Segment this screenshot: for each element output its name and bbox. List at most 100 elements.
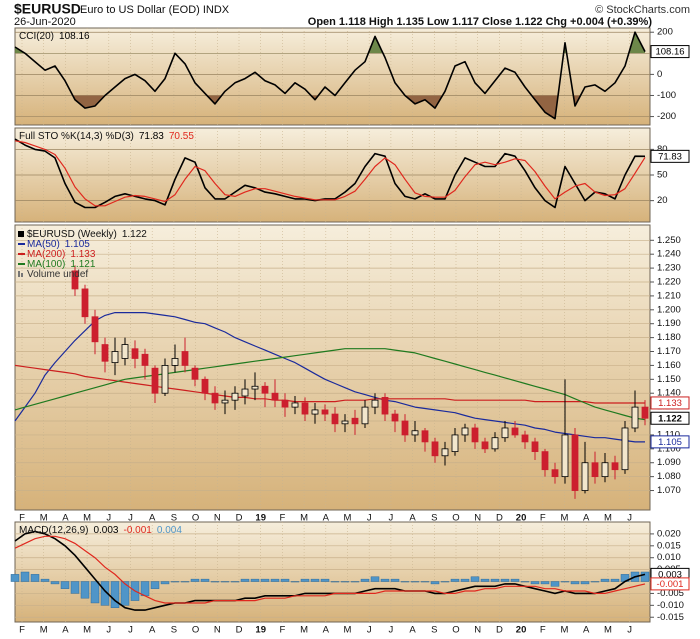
legend-text: $EURUSD (Weekly) xyxy=(27,229,117,240)
legend-text: 0.003 xyxy=(93,525,118,536)
date: 26-Jun-2020 xyxy=(14,16,76,28)
value-box-label: 1.105 xyxy=(658,437,682,448)
histogram-bar xyxy=(260,578,270,582)
histogram-bar xyxy=(480,578,490,582)
legend: MA(100) 1.121 xyxy=(27,259,96,270)
x-tick-label: N xyxy=(214,513,221,524)
candle-body xyxy=(121,344,129,359)
x-tick-label: F xyxy=(540,513,546,524)
x-tick-label: F xyxy=(19,625,25,636)
quote: Open 1.118 High 1.135 Low 1.117 Close 1.… xyxy=(308,16,653,28)
histogram-bar xyxy=(590,581,600,583)
line-series xyxy=(14,140,646,207)
candle-body xyxy=(571,434,579,491)
candle-body xyxy=(621,427,629,471)
x-tick-label: J xyxy=(389,513,394,524)
histogram-bar xyxy=(100,581,110,606)
histogram-bar xyxy=(310,578,320,582)
histogram-bar xyxy=(240,578,250,582)
value-box-label: 71.83 xyxy=(658,151,682,162)
x-tick-label: J xyxy=(106,625,111,636)
x-tick-label: N xyxy=(214,625,221,636)
x-tick-label: S xyxy=(171,513,177,524)
line-series xyxy=(14,31,646,120)
legend-text: 70.55 xyxy=(169,131,194,142)
histogram-bar xyxy=(540,581,550,585)
x-tick-label: F xyxy=(540,625,546,636)
x-tick-label: S xyxy=(171,625,177,636)
symbol: $EURUSD xyxy=(14,1,81,17)
candle-body xyxy=(461,427,469,436)
line-series xyxy=(14,138,646,209)
x-tick-label: A xyxy=(62,625,69,636)
candle-body xyxy=(191,367,199,380)
x-tick-label: O xyxy=(452,513,459,524)
candle-body xyxy=(361,406,369,425)
line-series xyxy=(14,530,646,611)
y-tick-label: 1.200 xyxy=(657,304,681,315)
x-tick-label: M xyxy=(604,625,612,636)
legend-text: MA(200) xyxy=(27,249,65,260)
y-tick-label: 1.100 xyxy=(657,443,681,454)
candle-body xyxy=(151,367,159,394)
candle-body xyxy=(91,316,99,343)
histogram-bar xyxy=(80,581,90,599)
y-tick-label: 0.015 xyxy=(657,540,681,551)
histogram-bar xyxy=(140,581,150,597)
y-tick-label: 1.220 xyxy=(657,277,681,288)
histogram-bar xyxy=(440,581,450,583)
candle-body xyxy=(291,402,299,408)
candle-body xyxy=(111,351,119,364)
candle-body xyxy=(511,427,519,436)
candle-body xyxy=(381,396,389,415)
x-tick-label: M xyxy=(83,625,91,636)
candle-body xyxy=(301,402,309,415)
candle-body xyxy=(271,392,279,401)
histogram-bar xyxy=(20,571,30,582)
candle-body xyxy=(241,388,249,397)
x-tick-label: M xyxy=(83,513,91,524)
x-tick-label: J xyxy=(128,513,133,524)
x-tick-label: F xyxy=(19,513,25,524)
candle-body xyxy=(331,413,339,425)
x-tick-label: D xyxy=(496,625,503,636)
y-tick-label: 1.140 xyxy=(657,388,681,399)
candle-body xyxy=(351,417,359,425)
legend-icon xyxy=(18,231,24,237)
x-tick-label: M xyxy=(344,625,352,636)
histogram-bar xyxy=(250,578,260,582)
legend-icon xyxy=(18,263,25,265)
x-tick-label: M xyxy=(561,625,569,636)
x-tick-label: A xyxy=(323,513,330,524)
y-tick-label: 1.150 xyxy=(657,374,681,385)
histogram-bar xyxy=(500,578,510,582)
x-tick-label: A xyxy=(409,625,416,636)
histogram-bar xyxy=(350,581,360,583)
histogram-bar xyxy=(200,578,210,582)
histogram-bar xyxy=(120,581,130,606)
value-box xyxy=(650,411,690,425)
histogram-bar xyxy=(560,581,570,583)
x-tick-label: A xyxy=(62,513,69,524)
candle-body xyxy=(221,399,229,404)
histogram-bar xyxy=(30,574,40,582)
y-tick-label: 0.020 xyxy=(657,528,681,539)
candle-body xyxy=(531,441,539,453)
histogram-bar xyxy=(360,578,370,582)
y-tick-label: 1.110 xyxy=(657,429,680,440)
legend-text: 1.121 xyxy=(70,259,95,270)
histogram-bar xyxy=(610,578,620,582)
histogram-bar xyxy=(40,578,50,582)
legend-text: Volume undef xyxy=(27,269,88,280)
legend: MA(50) 1.105 xyxy=(27,239,90,250)
histogram-bar xyxy=(380,578,390,582)
legend-icon xyxy=(18,271,20,277)
y-tick-label: 80 xyxy=(657,144,668,155)
legend-text: CCI(20) xyxy=(19,31,54,42)
y-tick-label: 1.230 xyxy=(657,263,681,274)
histogram-bar xyxy=(70,581,80,594)
histogram-bar xyxy=(340,581,350,583)
histogram-bar xyxy=(300,578,310,582)
legend: MA(200) 1.133 xyxy=(27,249,96,260)
